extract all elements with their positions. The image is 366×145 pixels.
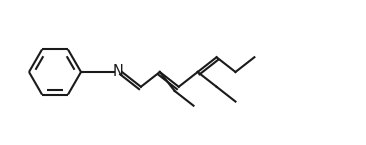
Text: N: N <box>113 65 123 79</box>
